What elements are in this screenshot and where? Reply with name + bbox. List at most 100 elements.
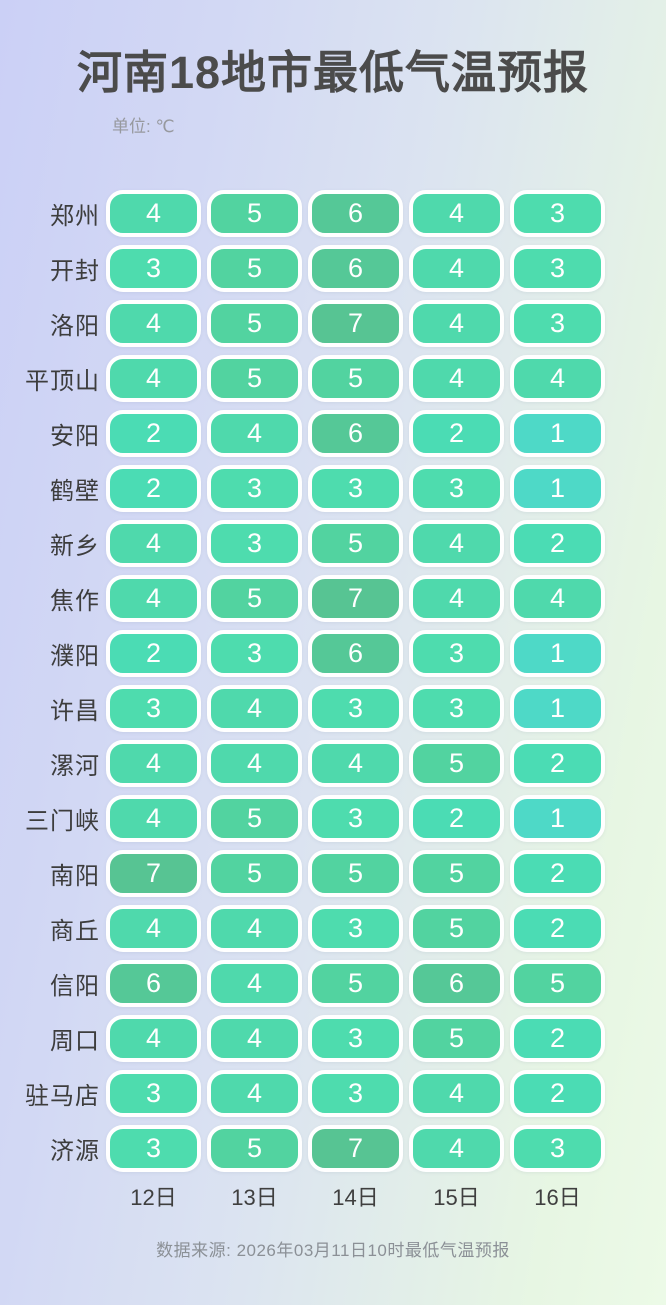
temp-cell: 6 xyxy=(409,960,504,1007)
temp-cell: 4 xyxy=(207,1070,302,1117)
table-row: 焦作 4 5 7 4 4 xyxy=(0,575,666,622)
table-row: 信阳 6 4 5 6 5 xyxy=(0,960,666,1007)
temp-cell: 6 xyxy=(308,245,403,292)
temp-cell: 5 xyxy=(308,355,403,402)
city-label: 焦作 xyxy=(50,588,100,615)
city-label: 周口 xyxy=(50,1028,100,1055)
temp-cell: 3 xyxy=(207,465,302,512)
temp-cell: 3 xyxy=(308,1070,403,1117)
temp-cell: 4 xyxy=(308,740,403,787)
city-label: 平顶山 xyxy=(25,368,100,395)
temp-cell: 4 xyxy=(409,1125,504,1172)
unit-label: 单位: ℃ xyxy=(112,116,175,136)
temp-cell: 5 xyxy=(207,850,302,897)
city-label: 驻马店 xyxy=(25,1083,100,1110)
table-row: 濮阳 2 3 6 3 1 xyxy=(0,630,666,677)
table-row: 三门峡 4 5 3 2 1 xyxy=(0,795,666,842)
temp-cell: 3 xyxy=(409,465,504,512)
temp-cell: 2 xyxy=(106,630,201,677)
temp-cell: 3 xyxy=(308,465,403,512)
temp-cell: 3 xyxy=(106,1125,201,1172)
temp-cell: 5 xyxy=(207,245,302,292)
temp-cell: 2 xyxy=(106,410,201,457)
city-label: 濮阳 xyxy=(50,643,100,670)
temp-cell: 4 xyxy=(106,1015,201,1062)
temp-cell: 5 xyxy=(409,1015,504,1062)
temp-cell: 4 xyxy=(106,905,201,952)
city-label: 三门峡 xyxy=(25,808,100,835)
temp-cell: 3 xyxy=(207,520,302,567)
temp-cell: 3 xyxy=(510,190,605,237)
temp-cell: 2 xyxy=(510,520,605,567)
temp-cell: 5 xyxy=(207,575,302,622)
temp-cell: 4 xyxy=(207,905,302,952)
table-row: 安阳 2 4 6 2 1 xyxy=(0,410,666,457)
temp-cell: 2 xyxy=(510,740,605,787)
date-label: 15日 xyxy=(433,1185,480,1210)
temp-cell: 4 xyxy=(409,190,504,237)
temp-cell: 4 xyxy=(207,685,302,732)
temp-cell: 1 xyxy=(510,685,605,732)
temp-cell: 2 xyxy=(510,1070,605,1117)
temp-cell: 4 xyxy=(409,245,504,292)
temp-cell: 4 xyxy=(106,355,201,402)
temp-cell: 7 xyxy=(308,575,403,622)
temp-cell: 3 xyxy=(308,795,403,842)
table-row: 开封 3 5 6 4 3 xyxy=(0,245,666,292)
city-label: 南阳 xyxy=(50,863,100,890)
temp-cell: 3 xyxy=(308,905,403,952)
temp-cell: 5 xyxy=(207,1125,302,1172)
temp-cell: 4 xyxy=(106,190,201,237)
temp-cell: 3 xyxy=(106,685,201,732)
table-row: 许昌 3 4 3 3 1 xyxy=(0,685,666,732)
data-source: 数据来源: 2026年03月11日10时最低气温预报 xyxy=(156,1241,510,1260)
city-label: 济源 xyxy=(50,1138,100,1165)
temp-cell: 5 xyxy=(207,190,302,237)
temp-cell: 1 xyxy=(510,630,605,677)
temp-cell: 1 xyxy=(510,410,605,457)
temp-cell: 3 xyxy=(510,1125,605,1172)
temp-cell: 2 xyxy=(106,465,201,512)
city-label: 安阳 xyxy=(50,423,100,450)
temp-cell: 4 xyxy=(207,740,302,787)
temp-cell: 4 xyxy=(106,520,201,567)
temp-cell: 4 xyxy=(207,960,302,1007)
temp-cell: 5 xyxy=(409,850,504,897)
temp-cell: 3 xyxy=(409,630,504,677)
temp-cell: 3 xyxy=(510,245,605,292)
temp-cell: 5 xyxy=(308,520,403,567)
temp-cell: 4 xyxy=(106,575,201,622)
forecast-table: 郑州 4 5 6 4 3 开封 3 5 6 4 3 洛阳 4 5 7 4 3 平顶山 4 5 5 4 4 安阳 2 4 6 2 1 鹤壁 2 3… xyxy=(0,190,666,1220)
date-label: 14日 xyxy=(332,1185,379,1210)
temp-cell: 5 xyxy=(308,960,403,1007)
table-row: 南阳 7 5 5 5 2 xyxy=(0,850,666,897)
temp-cell: 2 xyxy=(510,850,605,897)
temp-cell: 4 xyxy=(409,520,504,567)
table-row: 新乡 4 3 5 4 2 xyxy=(0,520,666,567)
temp-cell: 6 xyxy=(308,410,403,457)
table-row: 郑州 4 5 6 4 3 xyxy=(0,190,666,237)
temp-cell: 2 xyxy=(409,795,504,842)
temp-cell: 4 xyxy=(409,1070,504,1117)
temp-cell: 3 xyxy=(308,1015,403,1062)
temp-cell: 4 xyxy=(510,575,605,622)
temp-cell: 3 xyxy=(409,685,504,732)
temp-cell: 2 xyxy=(510,905,605,952)
temp-cell: 5 xyxy=(207,355,302,402)
city-label: 信阳 xyxy=(50,973,100,1000)
temp-cell: 3 xyxy=(207,630,302,677)
temp-cell: 5 xyxy=(409,905,504,952)
temp-cell: 5 xyxy=(207,795,302,842)
temp-cell: 3 xyxy=(510,300,605,347)
temp-cell: 3 xyxy=(106,245,201,292)
table-row: 洛阳 4 5 7 4 3 xyxy=(0,300,666,347)
temp-cell: 7 xyxy=(106,850,201,897)
temp-cell: 4 xyxy=(409,355,504,402)
table-row: 驻马店 3 4 3 4 2 xyxy=(0,1070,666,1117)
temp-cell: 5 xyxy=(207,300,302,347)
city-label: 鹤壁 xyxy=(50,478,100,505)
temp-cell: 6 xyxy=(308,630,403,677)
city-label: 开封 xyxy=(50,258,100,285)
table-row: 漯河 4 4 4 5 2 xyxy=(0,740,666,787)
